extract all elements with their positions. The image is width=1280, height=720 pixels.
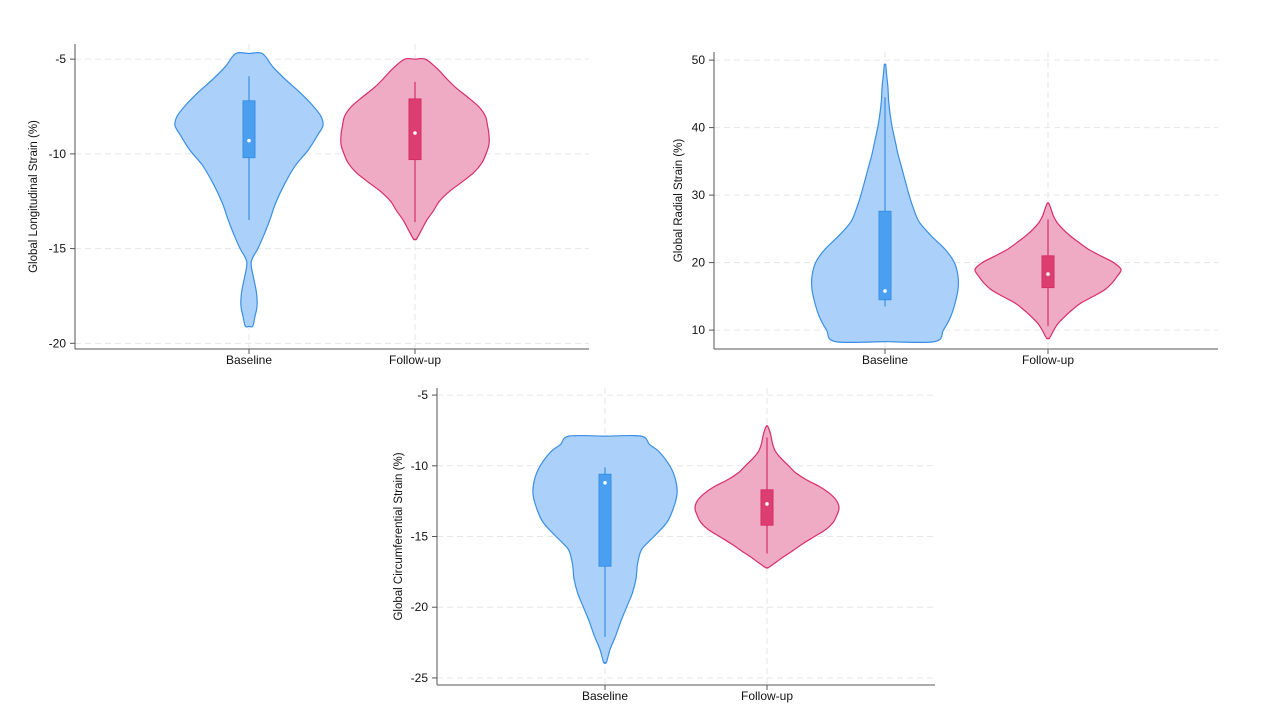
y-tick-label: -10: [49, 147, 67, 161]
y-tick-label: -5: [417, 388, 428, 402]
iqr-box: [242, 100, 256, 159]
y-tick-label: 40: [692, 121, 706, 135]
violin-baseline: [174, 51, 324, 328]
violin-follow-up: [694, 425, 840, 569]
y-tick-label: 30: [692, 188, 706, 202]
chart-panel-2: 50 40 30 20 10 Baseline Follow-up Global Radial…: [673, 52, 1218, 367]
violin-follow-up: [340, 57, 490, 241]
median-marker: [883, 289, 887, 293]
median-marker: [247, 138, 251, 143]
iqr-box: [878, 210, 892, 301]
median-marker: [765, 502, 769, 506]
y-tick-label: 20: [692, 256, 706, 270]
y-tick-label: -20: [49, 336, 67, 350]
chart-panel-3: -5 -10 -15 -20 -25 Baseline Follow-up Global Ci…: [393, 388, 935, 703]
y-tick-label: -25: [411, 671, 429, 685]
chart-panel-1: -5 -10 -15 -20 Baseline Follow-up Global Longi…: [28, 44, 589, 367]
y-axis-title: Global Longitudinal Strain (%): [28, 120, 40, 273]
violin-baseline: [532, 434, 678, 664]
x-tick-label: Baseline: [226, 353, 272, 367]
y-axis-title: Global Circumferential Strain (%): [393, 452, 405, 620]
violin-follow-up: [974, 202, 1122, 340]
y-tick-label: -15: [411, 530, 429, 544]
x-tick-label: Baseline: [862, 353, 908, 367]
x-tick-label: Follow-up: [741, 689, 793, 703]
iqr-box: [408, 98, 422, 161]
iqr-box: [598, 473, 612, 567]
y-axis-title: Global Radial Strain (%): [673, 139, 685, 263]
y-tick-label: -15: [49, 242, 67, 256]
median-marker: [603, 480, 607, 485]
x-tick-label: Baseline: [582, 689, 628, 703]
y-tick-label: -10: [411, 459, 429, 473]
violin-baseline: [810, 63, 960, 344]
y-tick-label: -20: [411, 600, 429, 614]
y-tick-label: -5: [55, 52, 66, 66]
iqr-box: [760, 489, 774, 526]
median-marker: [413, 131, 417, 135]
y-tick-label: 50: [692, 53, 706, 67]
median-marker: [1046, 272, 1050, 276]
x-tick-label: Follow-up: [389, 353, 441, 367]
iqr-box: [1041, 255, 1055, 289]
y-tick-label: 10: [692, 323, 706, 337]
x-tick-label: Follow-up: [1022, 353, 1074, 367]
